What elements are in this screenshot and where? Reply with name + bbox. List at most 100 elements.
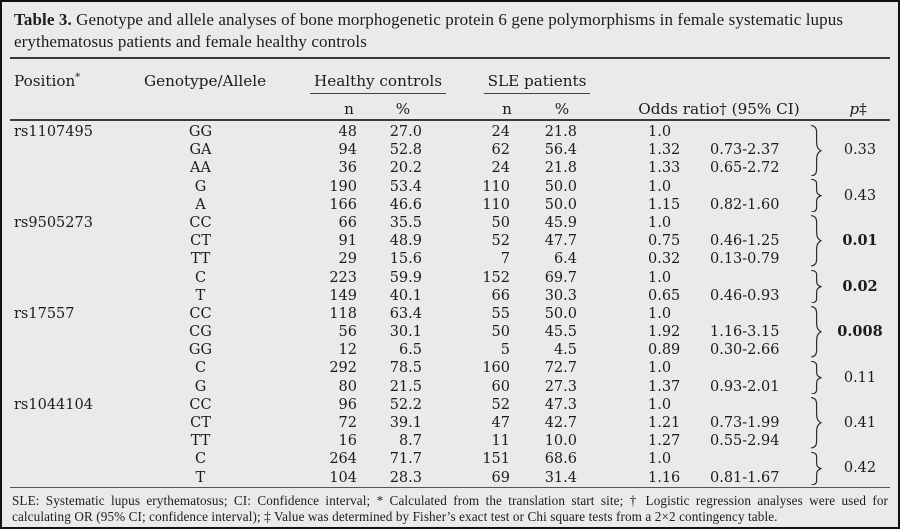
column-header-healthy-controls: Healthy controls	[298, 72, 458, 94]
column-header-hc-pct: %	[395, 100, 411, 118]
hc-pct-cell: 59.9	[389, 269, 422, 286]
ci-cell	[692, 214, 792, 232]
hc-pct-cell: 21.5	[389, 378, 422, 395]
curly-brace-icon	[809, 306, 822, 358]
hc-n-cell: 16	[338, 433, 357, 450]
column-header-position: Position*	[14, 72, 81, 91]
odds-ratio-cell: 1.0	[648, 360, 672, 377]
hc-n-cell: 190	[329, 178, 357, 195]
table-caption: Table 3. Genotype and allele analyses of…	[2, 2, 898, 57]
table-header: Position* Genotype/Allele Healthy contro…	[2, 59, 898, 119]
curly-brace-icon	[809, 452, 822, 485]
table-caption-text: Genotype and allele analyses of bone mor…	[14, 10, 844, 51]
hc-n-cell: 80	[338, 378, 357, 395]
sle-n-cell: 7	[500, 251, 510, 268]
odds-ratio-cell: 0.32	[648, 251, 681, 268]
column-header-p: p‡	[849, 100, 867, 118]
position-cell: rs17557	[14, 305, 75, 322]
sle-pct-cell: 47.3	[544, 396, 577, 413]
genotype-cell: C	[194, 269, 207, 286]
ci-cell	[692, 178, 792, 196]
sle-n-cell: 52	[491, 396, 510, 413]
hc-n-cell: 66	[338, 214, 357, 231]
position-cell: rs9505273	[14, 214, 93, 231]
hc-pct-cell: 78.5	[389, 360, 422, 377]
odds-ratio-cell: 1.16	[648, 469, 681, 486]
sle-n-cell: 11	[491, 433, 510, 450]
curly-brace-icon	[809, 270, 822, 303]
sle-n-cell: 110	[482, 178, 510, 195]
genotype-cell: A	[195, 196, 206, 213]
column-header-sle-pct: %	[554, 100, 570, 118]
sle-pct-cell: 50.0	[544, 305, 577, 322]
hc-pct-cell: 27.0	[389, 124, 422, 140]
sle-n-cell: 52	[491, 233, 510, 250]
sle-pct-cell: 68.6	[544, 451, 577, 468]
position-cell: rs1044104	[14, 396, 93, 413]
column-header-sle-n: n	[502, 100, 512, 118]
column-header-genotype: Genotype/Allele	[144, 72, 267, 90]
title-rule	[10, 57, 890, 59]
hc-n-cell: 149	[329, 287, 357, 304]
ci-cell	[692, 305, 792, 323]
ci-cell: 0.46-0.93	[710, 287, 780, 304]
genotype-cell: CC	[189, 214, 212, 231]
hc-n-cell: 48	[338, 124, 357, 140]
p-footnote-mark: ‡	[859, 100, 867, 118]
sle-n-cell: 66	[491, 287, 510, 304]
column-header-odds-ratio: Odds ratio† (95% CI)	[638, 100, 800, 118]
odds-ratio-cell: 1.27	[648, 433, 681, 450]
header-rule	[10, 119, 890, 121]
sle-n-cell: 62	[491, 142, 510, 159]
sle-n-cell: 5	[500, 342, 510, 359]
curly-brace-icon	[809, 125, 822, 177]
ci-cell	[692, 396, 792, 414]
sle-pct-cell: 30.3	[544, 287, 577, 304]
position-footnote-mark: *	[75, 72, 81, 83]
ci-cell: 0.55-2.94	[710, 433, 780, 450]
sle-pct-cell: 27.3	[544, 378, 577, 395]
sle-pct-cell: 72.7	[544, 360, 577, 377]
hc-n-cell: 96	[338, 396, 357, 413]
sle-pct-cell: 31.4	[544, 469, 577, 486]
odds-ratio-cell: 0.75	[648, 233, 681, 250]
genotype-cell: GA	[189, 142, 212, 159]
p-value-cell: 0.43	[843, 187, 877, 204]
footer-rule	[10, 487, 890, 488]
p-value-cell: 0.41	[843, 414, 877, 431]
ci-cell: 0.13-0.79	[710, 251, 780, 268]
genotype-cell: CG	[189, 324, 212, 341]
hc-n-cell: 56	[338, 324, 357, 341]
hc-pct-cell: 71.7	[389, 451, 422, 468]
brace-cell	[792, 450, 822, 486]
genotype-cell: T	[195, 469, 206, 486]
hc-pct-cell: 40.1	[389, 287, 422, 304]
column-header-sle-patients: SLE patients	[457, 72, 617, 94]
odds-ratio-cell: 0.65	[648, 287, 681, 304]
odds-ratio-cell: 0.89	[648, 342, 681, 359]
hc-pct-cell: 15.6	[389, 251, 422, 268]
hc-n-cell: 29	[338, 251, 357, 268]
genotype-cell: C	[194, 360, 207, 377]
genotype-cell: CC	[189, 305, 212, 322]
curly-brace-icon	[809, 179, 822, 212]
sle-pct-cell: 21.8	[544, 160, 577, 177]
hc-n-cell: 12	[338, 342, 357, 359]
genotype-cell: TT	[190, 433, 211, 450]
curly-brace-icon	[809, 361, 822, 394]
hc-pct-cell: 20.2	[389, 160, 422, 177]
hc-n-cell: 223	[329, 269, 357, 286]
genotype-cell: CT	[190, 233, 211, 250]
ci-cell: 0.73-1.99	[710, 415, 780, 431]
hc-n-cell: 91	[338, 233, 357, 250]
p-value-cell: 0.01	[842, 232, 878, 250]
position-cell: rs1107495	[14, 124, 93, 140]
brace-cell	[792, 178, 822, 214]
sle-pct-cell: 69.7	[544, 269, 577, 286]
odds-ratio-cell: 1.0	[648, 305, 672, 322]
p-value-cell: 0.33	[843, 142, 877, 159]
hc-n-cell: 166	[329, 196, 357, 213]
sle-pct-cell: 50.0	[544, 196, 577, 213]
genotype-cell: GG	[188, 124, 213, 140]
